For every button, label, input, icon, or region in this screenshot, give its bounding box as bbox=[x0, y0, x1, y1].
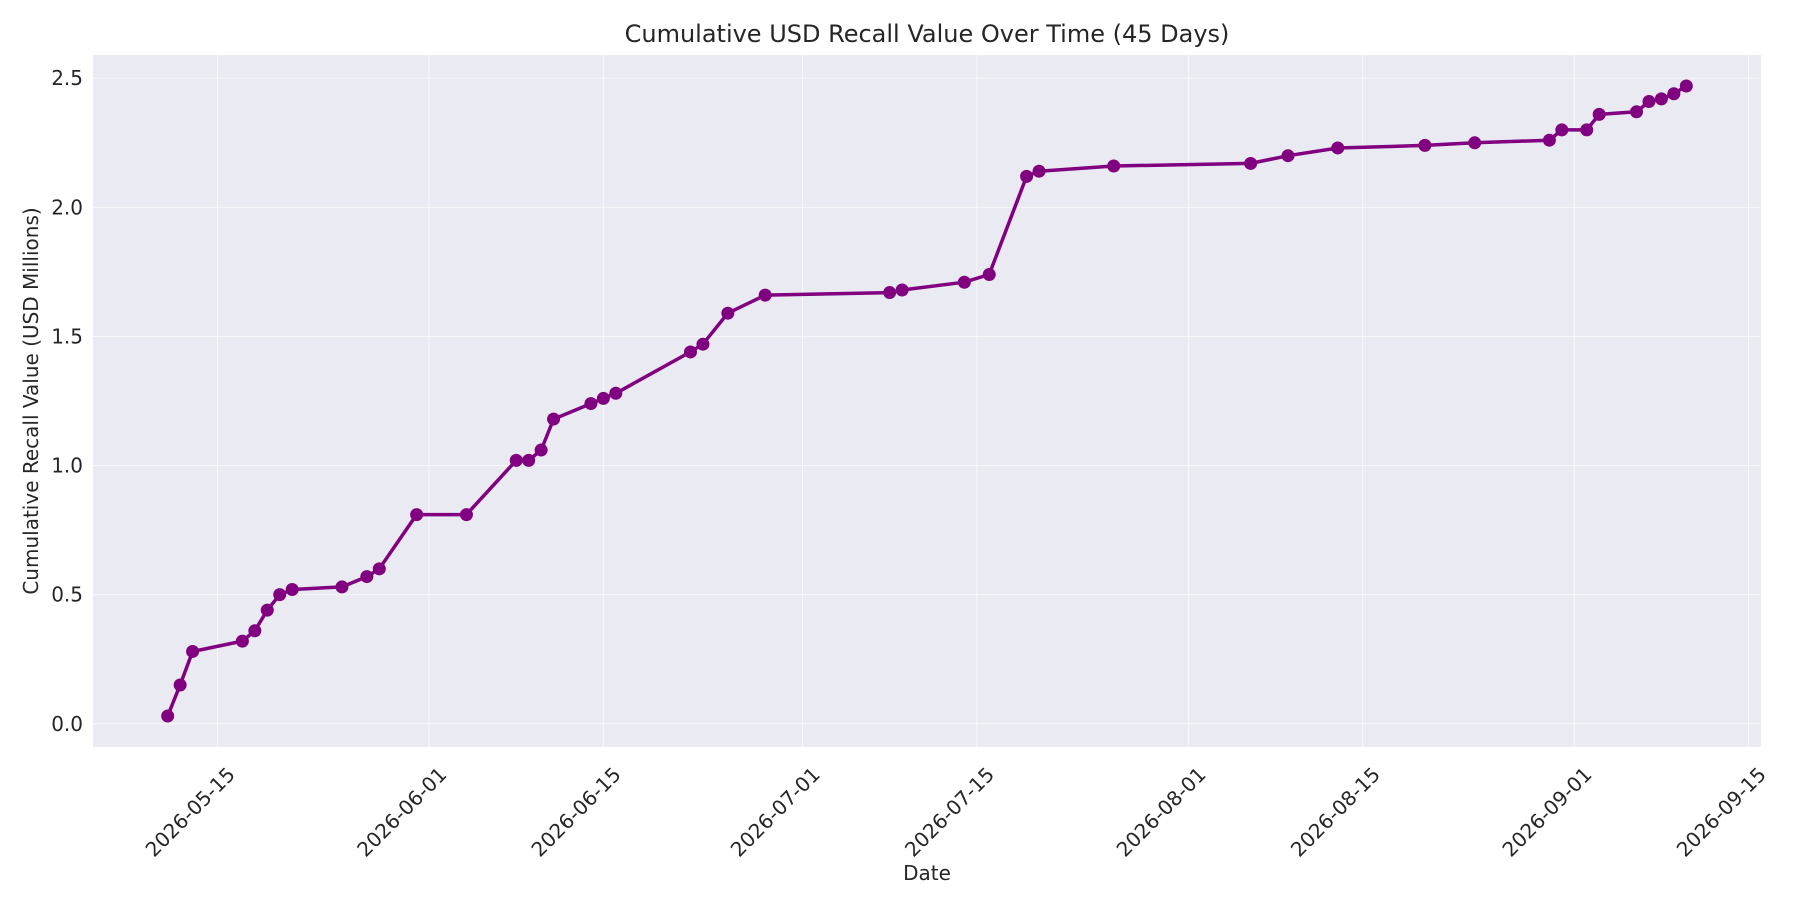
data-point bbox=[1555, 123, 1569, 137]
chart-title: Cumulative USD Recall Value Over Time (4… bbox=[625, 20, 1230, 48]
data-point bbox=[1107, 159, 1121, 173]
data-point bbox=[1418, 138, 1432, 152]
data-point bbox=[335, 580, 349, 594]
data-point bbox=[1468, 136, 1482, 150]
points-layer bbox=[161, 79, 1693, 723]
x-tick-label: 2026-07-01 bbox=[726, 762, 825, 861]
data-point bbox=[509, 453, 523, 467]
x-axis-ticks: 2026-05-15 2026-06-01 2026-06-15 2026-07-01… bbox=[141, 762, 1771, 861]
data-point bbox=[1642, 94, 1656, 108]
data-point bbox=[1281, 149, 1295, 163]
data-point bbox=[1667, 87, 1681, 101]
data-point bbox=[260, 603, 274, 617]
data-point bbox=[161, 709, 175, 723]
data-point bbox=[883, 286, 897, 300]
x-tick-label: 2026-08-15 bbox=[1286, 762, 1385, 861]
data-point bbox=[1679, 79, 1693, 93]
x-tick-label: 2026-07-15 bbox=[900, 762, 999, 861]
data-point bbox=[1592, 107, 1606, 121]
data-point bbox=[609, 386, 623, 400]
y-tick-label: 0.0 bbox=[51, 712, 83, 736]
data-point bbox=[522, 453, 536, 467]
data-point bbox=[360, 570, 374, 584]
data-point bbox=[1654, 92, 1668, 106]
x-tick-label: 2026-09-15 bbox=[1672, 762, 1771, 861]
data-point bbox=[410, 508, 424, 522]
data-point bbox=[273, 588, 287, 602]
data-point bbox=[186, 644, 200, 658]
data-point bbox=[721, 306, 735, 320]
x-tick-label: 2026-08-01 bbox=[1112, 762, 1211, 861]
y-tick-label: 1.0 bbox=[51, 454, 83, 478]
data-point bbox=[285, 582, 299, 596]
y-axis-ticks: 0.0 0.5 1.0 1.5 2.0 2.5 bbox=[51, 66, 83, 736]
y-axis-title: Cumulative Recall Value (USD Millions) bbox=[19, 207, 43, 594]
data-point bbox=[696, 337, 710, 351]
data-point bbox=[1020, 169, 1034, 183]
x-tick-label: 2026-09-01 bbox=[1497, 762, 1596, 861]
data-point bbox=[534, 443, 548, 457]
data-point bbox=[584, 397, 598, 411]
data-point bbox=[1244, 156, 1258, 170]
x-tick-label: 2026-06-01 bbox=[352, 762, 451, 861]
data-point bbox=[459, 508, 473, 522]
y-tick-label: 2.5 bbox=[51, 66, 83, 90]
data-point bbox=[372, 562, 386, 576]
data-point bbox=[235, 634, 249, 648]
data-point bbox=[1580, 123, 1594, 137]
data-point bbox=[957, 275, 971, 289]
y-tick-label: 0.5 bbox=[51, 583, 83, 607]
data-point bbox=[758, 288, 772, 302]
y-tick-label: 2.0 bbox=[51, 195, 83, 219]
data-point bbox=[1032, 164, 1046, 178]
grid bbox=[93, 55, 1761, 747]
data-point bbox=[173, 678, 187, 692]
data-point bbox=[248, 624, 262, 638]
x-axis-title: Date bbox=[903, 861, 951, 885]
data-point bbox=[683, 345, 697, 359]
data-point bbox=[895, 283, 909, 297]
data-point bbox=[596, 391, 610, 405]
data-point bbox=[1630, 105, 1644, 119]
y-tick-label: 1.5 bbox=[51, 324, 83, 348]
data-point bbox=[982, 267, 996, 281]
data-point bbox=[547, 412, 561, 426]
data-point bbox=[1331, 141, 1345, 155]
plot-area bbox=[93, 55, 1761, 747]
x-tick-label: 2026-05-15 bbox=[141, 762, 240, 861]
data-point bbox=[1542, 133, 1556, 147]
x-tick-label: 2026-06-15 bbox=[526, 762, 625, 861]
